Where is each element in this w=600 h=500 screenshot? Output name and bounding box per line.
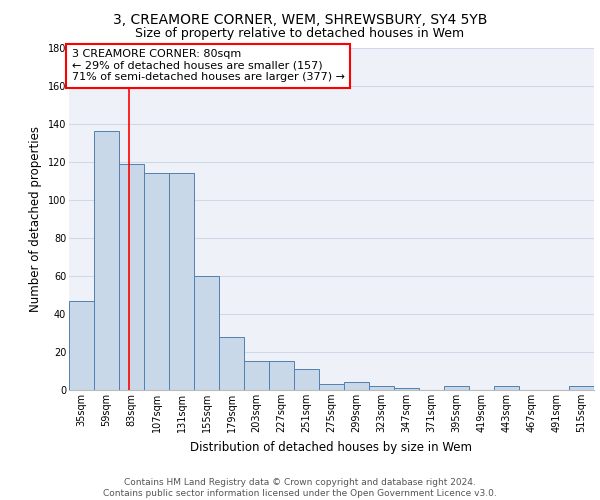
Bar — [319, 384, 344, 390]
Bar — [244, 362, 269, 390]
Bar — [119, 164, 144, 390]
Bar — [569, 386, 594, 390]
Bar — [369, 386, 394, 390]
Bar — [94, 131, 119, 390]
Bar — [494, 386, 519, 390]
Bar — [194, 276, 219, 390]
Text: Contains HM Land Registry data © Crown copyright and database right 2024.
Contai: Contains HM Land Registry data © Crown c… — [103, 478, 497, 498]
Bar — [219, 336, 244, 390]
Bar — [344, 382, 369, 390]
Bar — [294, 369, 319, 390]
Bar — [444, 386, 469, 390]
Bar — [269, 362, 294, 390]
Bar — [394, 388, 419, 390]
Text: 3, CREAMORE CORNER, WEM, SHREWSBURY, SY4 5YB: 3, CREAMORE CORNER, WEM, SHREWSBURY, SY4… — [113, 12, 487, 26]
Bar — [144, 173, 169, 390]
Text: Size of property relative to detached houses in Wem: Size of property relative to detached ho… — [136, 28, 464, 40]
X-axis label: Distribution of detached houses by size in Wem: Distribution of detached houses by size … — [191, 440, 473, 454]
Bar — [69, 300, 94, 390]
Y-axis label: Number of detached properties: Number of detached properties — [29, 126, 42, 312]
Text: 3 CREAMORE CORNER: 80sqm
← 29% of detached houses are smaller (157)
71% of semi-: 3 CREAMORE CORNER: 80sqm ← 29% of detach… — [71, 49, 344, 82]
Bar — [169, 173, 194, 390]
